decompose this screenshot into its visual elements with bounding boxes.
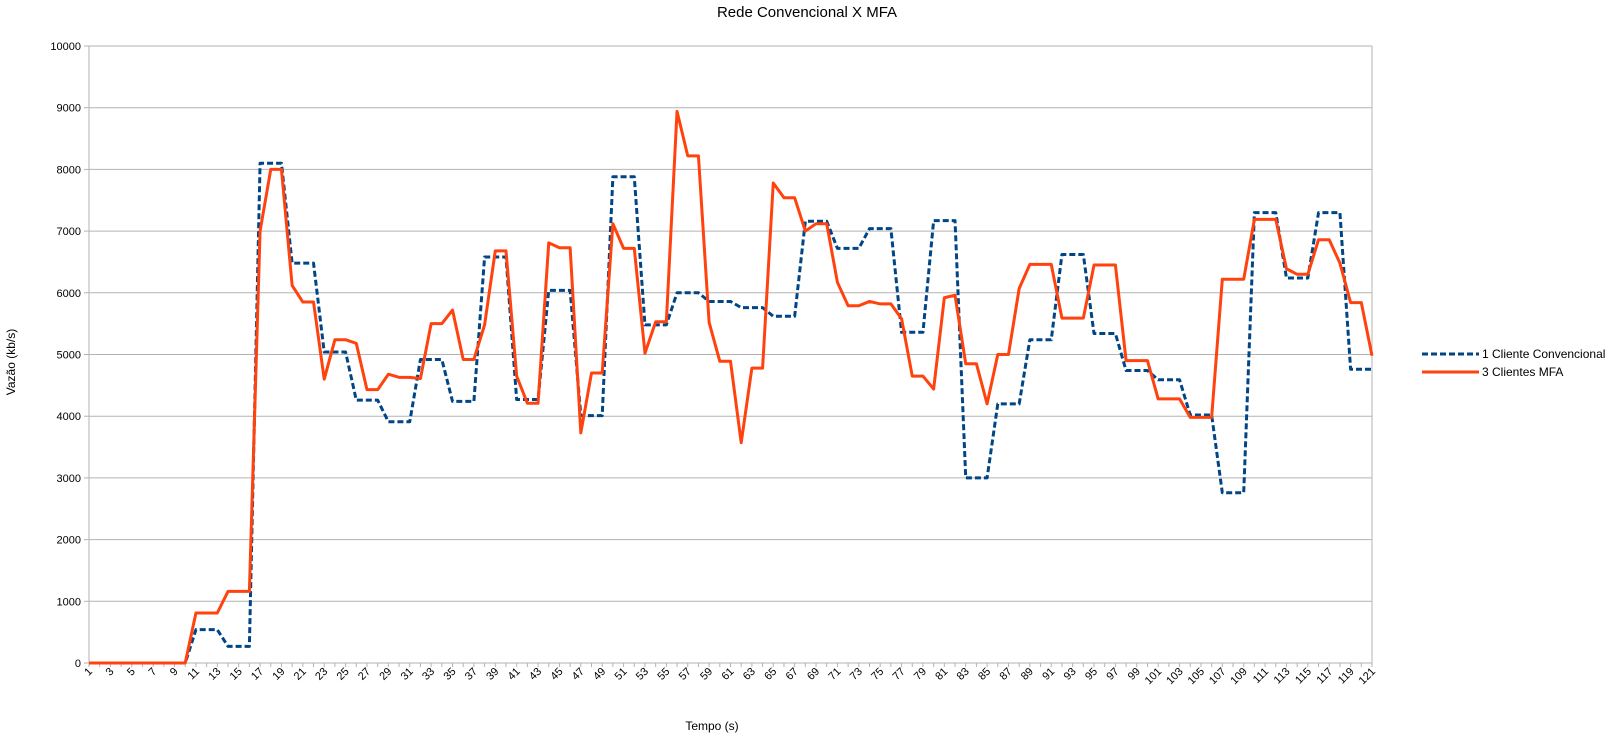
x-tick-label: 85	[976, 666, 993, 683]
x-tick-label: 13	[206, 666, 223, 683]
x-tick-label: 83	[955, 666, 972, 683]
x-tick-label: 45	[548, 666, 565, 683]
x-tick-label: 91	[1040, 666, 1057, 683]
y-tick-label: 5000	[57, 350, 81, 362]
x-axis: 1 3 5 7 9 11 13 15 17 19 21 23 25 27 29 31 33 35 37 39 41 43 4…	[82, 662, 1378, 687]
legend: 1 Cliente Convencional 3 Clientes MFA	[1422, 347, 1605, 379]
x-tick-label: 121	[1357, 666, 1378, 687]
series-lines	[89, 109, 1374, 665]
x-tick-label: 59	[698, 666, 715, 683]
x-tick-label: 67	[784, 666, 801, 683]
y-axis-label: Vazão (kb/s)	[4, 329, 18, 395]
y-tick-label: 10000	[50, 41, 81, 53]
x-tick-label: 73	[848, 666, 865, 683]
x-tick-label: 77	[891, 666, 908, 683]
x-tick-label: 15	[228, 666, 245, 683]
y-axis: 0 1000 2000 3000 4000 5000 6000 7000 8000 9000 100…	[50, 41, 1373, 670]
x-tick-label: 41	[506, 666, 523, 683]
x-tick-label: 95	[1083, 666, 1100, 683]
x-tick-label: 99	[1126, 666, 1143, 683]
x-tick-label: 111	[1251, 666, 1271, 686]
x-tick-label: 21	[292, 666, 309, 683]
x-tick-label: 17	[249, 666, 266, 683]
x-axis-label: Tempo (s)	[685, 719, 738, 733]
x-tick-label: 65	[762, 666, 779, 683]
y-tick-label: 1000	[57, 596, 81, 608]
chart-title: Rede Convencional X MFA	[717, 4, 897, 21]
x-tick-label: 113	[1272, 666, 1293, 687]
x-tick-label: 117	[1314, 666, 1335, 687]
y-tick-label: 0	[75, 658, 81, 670]
series-line-conventional	[89, 161, 1372, 665]
legend-label: 1 Cliente Convencional	[1482, 347, 1605, 361]
x-tick-label: 93	[1062, 666, 1079, 683]
x-tick-label: 107	[1207, 666, 1228, 687]
x-tick-label: 101	[1143, 666, 1164, 687]
x-tick-label: 87	[997, 666, 1014, 683]
y-tick-label: 2000	[57, 535, 81, 547]
x-tick-label: 31	[399, 666, 416, 683]
x-tick-label: 11	[185, 666, 202, 683]
x-tick-label: 61	[719, 666, 736, 683]
x-tick-label: 69	[805, 666, 822, 683]
y-tick-label: 4000	[57, 411, 81, 423]
x-tick-label: 75	[869, 666, 886, 683]
x-tick-label: 33	[420, 666, 437, 683]
x-tick-label: 23	[313, 666, 330, 683]
x-tick-label: 49	[591, 666, 608, 683]
y-tick-label: 3000	[57, 473, 81, 485]
x-tick-label: 51	[613, 666, 630, 683]
x-tick-label: 81	[933, 666, 950, 683]
x-tick-label: 119	[1336, 666, 1357, 687]
x-tick-label: 39	[484, 666, 501, 683]
x-tick-label: 103	[1164, 666, 1185, 687]
y-tick-label: 9000	[57, 103, 81, 115]
y-tick-label: 8000	[57, 164, 81, 176]
x-tick-label: 19	[270, 666, 287, 683]
x-tick-label: 37	[463, 666, 480, 683]
x-tick-label: 47	[570, 666, 587, 683]
x-tick-label: 25	[335, 666, 352, 683]
x-tick-label: 5	[125, 666, 138, 679]
x-tick-label: 43	[527, 666, 544, 683]
x-tick-label: 97	[1104, 666, 1121, 683]
x-tick-label: 7	[146, 666, 159, 679]
legend-label: 3 Clientes MFA	[1482, 365, 1563, 379]
x-tick-label: 1	[82, 666, 95, 679]
y-tick-label: 6000	[57, 288, 81, 300]
x-tick-label: 9	[168, 666, 181, 679]
x-tick-label: 115	[1293, 666, 1314, 687]
x-tick-label: 89	[1019, 666, 1036, 683]
x-tick-label: 71	[826, 666, 843, 683]
x-tick-label: 63	[741, 666, 758, 683]
x-tick-label: 27	[356, 666, 373, 683]
x-tick-label: 35	[441, 666, 458, 683]
grid-lines	[89, 45, 1372, 664]
x-tick-label: 57	[677, 666, 694, 683]
x-tick-label: 29	[377, 666, 394, 683]
y-tick-label: 7000	[57, 226, 81, 238]
x-tick-label: 109	[1228, 666, 1249, 687]
series-line-mfa	[89, 109, 1374, 665]
x-tick-label: 53	[634, 666, 651, 683]
x-tick-label: 79	[912, 666, 929, 683]
x-tick-label: 55	[655, 666, 672, 683]
x-tick-label: 105	[1186, 666, 1207, 687]
x-tick-label: 3	[104, 666, 117, 679]
